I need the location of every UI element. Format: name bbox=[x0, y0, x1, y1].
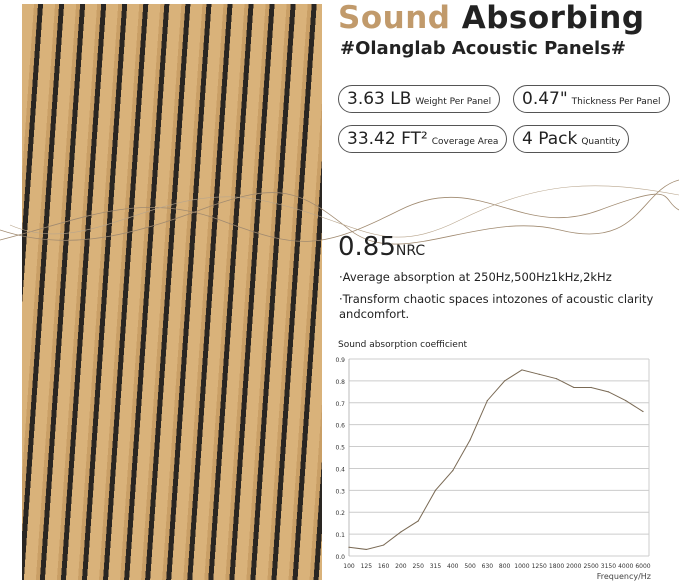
data-point bbox=[452, 470, 454, 472]
x-tick-label: 500 bbox=[464, 563, 476, 570]
nrc-value: 0.85 bbox=[338, 232, 396, 262]
y-tick-label: 0.3 bbox=[335, 488, 345, 495]
y-tick-label: 0.0 bbox=[335, 554, 345, 561]
sound-wave-decoration bbox=[0, 179, 679, 245]
data-point bbox=[434, 489, 437, 491]
x-tick-label: 400 bbox=[447, 563, 459, 570]
x-tick-label: 100 bbox=[343, 563, 355, 570]
x-axis-label: Frequency/Hz bbox=[597, 572, 651, 581]
spec-value: 33.42 FT² bbox=[347, 129, 428, 149]
spec-label: Weight Per Panel bbox=[415, 97, 492, 107]
y-tick-label: 0.1 bbox=[335, 532, 345, 539]
chart-title: Sound absorption coefficient bbox=[338, 340, 468, 350]
absorption-line bbox=[348, 369, 644, 550]
spec-value: 0.47" bbox=[522, 89, 568, 109]
data-point bbox=[573, 386, 575, 389]
data-point bbox=[348, 546, 350, 548]
x-tick-label: 1250 bbox=[532, 563, 547, 570]
spec-quantity: 4 Pack Quantity bbox=[513, 125, 630, 153]
data-point bbox=[555, 378, 558, 380]
spec-weight: 3.63 LB Weight Per Panel bbox=[338, 85, 501, 113]
x-tick-label: 2000 bbox=[566, 563, 581, 570]
data-point bbox=[607, 391, 610, 393]
y-tick-label: 0.5 bbox=[335, 445, 345, 452]
nrc-unit: NRC bbox=[395, 243, 426, 259]
x-tick-label: 6000 bbox=[635, 563, 650, 570]
data-point bbox=[486, 399, 488, 402]
headline-accent: Sound bbox=[338, 0, 451, 36]
data-point bbox=[400, 531, 402, 533]
spec-label: Quantity bbox=[581, 137, 621, 147]
data-point bbox=[469, 439, 471, 441]
wood-slat-panel-image bbox=[22, 4, 322, 580]
nrc-rating: 0.85NRC bbox=[338, 232, 425, 262]
bullet-1: ·Average absorption at 250Hz,500Hz1kHz,2… bbox=[339, 270, 612, 284]
spec-value: 3.63 LB bbox=[347, 89, 412, 109]
x-tick-label: 250 bbox=[412, 563, 424, 570]
x-tick-label: 3150 bbox=[601, 563, 616, 570]
y-tick-label: 0.2 bbox=[335, 510, 345, 517]
spec-label: Coverage Area bbox=[431, 137, 499, 147]
x-tick-label: 800 bbox=[499, 563, 511, 570]
data-point bbox=[504, 380, 506, 382]
data-point bbox=[538, 373, 540, 375]
x-tick-label: 1800 bbox=[549, 563, 564, 570]
absorption-chart: 0.0 0.1 0.2 0.3 0.4 0.5 0.6 0.7 0.8 0.9 100 125 160 2… bbox=[335, 357, 651, 581]
y-tick-label: 0.9 bbox=[335, 357, 345, 364]
spec-coverage: 33.42 FT² Coverage Area bbox=[338, 125, 508, 153]
x-tick-label: 160 bbox=[378, 563, 390, 570]
data-point bbox=[521, 369, 523, 371]
headline: Sound Absorbing bbox=[338, 0, 645, 36]
x-tick-label: 1000 bbox=[514, 563, 529, 570]
data-point bbox=[382, 544, 385, 546]
y-tick-label: 0.4 bbox=[335, 466, 345, 473]
x-tick-label: 4000 bbox=[618, 563, 633, 570]
x-tick-label: 315 bbox=[430, 563, 442, 570]
data-point bbox=[625, 399, 627, 402]
spec-thickness: 0.47" Thickness Per Panel bbox=[513, 85, 670, 113]
spec-label: Thickness Per Panel bbox=[571, 97, 661, 107]
x-tick-label: 630 bbox=[482, 563, 494, 570]
headline-rest: Absorbing bbox=[461, 0, 645, 36]
x-tick-label: 125 bbox=[361, 563, 373, 570]
spec-value: 4 Pack bbox=[522, 129, 578, 149]
y-tick-label: 0.6 bbox=[335, 423, 345, 430]
y-tick-label: 0.7 bbox=[335, 401, 345, 408]
x-tick-label: 2500 bbox=[583, 563, 598, 570]
y-tick-label: 0.8 bbox=[335, 379, 345, 386]
subtitle: #Olanglab Acoustic Panels# bbox=[340, 38, 626, 59]
data-point bbox=[590, 386, 592, 389]
x-tick-label: 200 bbox=[395, 563, 407, 570]
data-point bbox=[365, 548, 367, 551]
bullet-2: ·Transform chaotic spaces intozones of a… bbox=[339, 292, 654, 321]
data-point bbox=[417, 520, 419, 522]
data-point bbox=[642, 410, 644, 413]
